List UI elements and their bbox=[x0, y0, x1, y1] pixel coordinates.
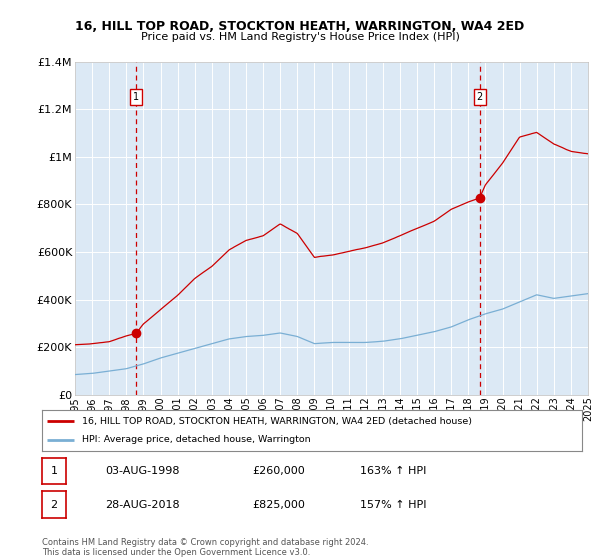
Text: 16, HILL TOP ROAD, STOCKTON HEATH, WARRINGTON, WA4 2ED (detached house): 16, HILL TOP ROAD, STOCKTON HEATH, WARRI… bbox=[83, 417, 473, 426]
Text: 16, HILL TOP ROAD, STOCKTON HEATH, WARRINGTON, WA4 2ED: 16, HILL TOP ROAD, STOCKTON HEATH, WARRI… bbox=[76, 20, 524, 32]
Text: 1: 1 bbox=[133, 92, 139, 101]
Text: 157% ↑ HPI: 157% ↑ HPI bbox=[360, 500, 427, 510]
Text: 28-AUG-2018: 28-AUG-2018 bbox=[105, 500, 179, 510]
Text: 2: 2 bbox=[50, 500, 58, 510]
Text: £260,000: £260,000 bbox=[252, 466, 305, 476]
Text: 2: 2 bbox=[476, 92, 483, 101]
Text: 163% ↑ HPI: 163% ↑ HPI bbox=[360, 466, 427, 476]
Text: 1: 1 bbox=[50, 466, 58, 476]
Text: 03-AUG-1998: 03-AUG-1998 bbox=[105, 466, 179, 476]
Text: HPI: Average price, detached house, Warrington: HPI: Average price, detached house, Warr… bbox=[83, 436, 311, 445]
Text: Price paid vs. HM Land Registry's House Price Index (HPI): Price paid vs. HM Land Registry's House … bbox=[140, 32, 460, 43]
Text: £825,000: £825,000 bbox=[252, 500, 305, 510]
Text: Contains HM Land Registry data © Crown copyright and database right 2024.
This d: Contains HM Land Registry data © Crown c… bbox=[42, 538, 368, 557]
